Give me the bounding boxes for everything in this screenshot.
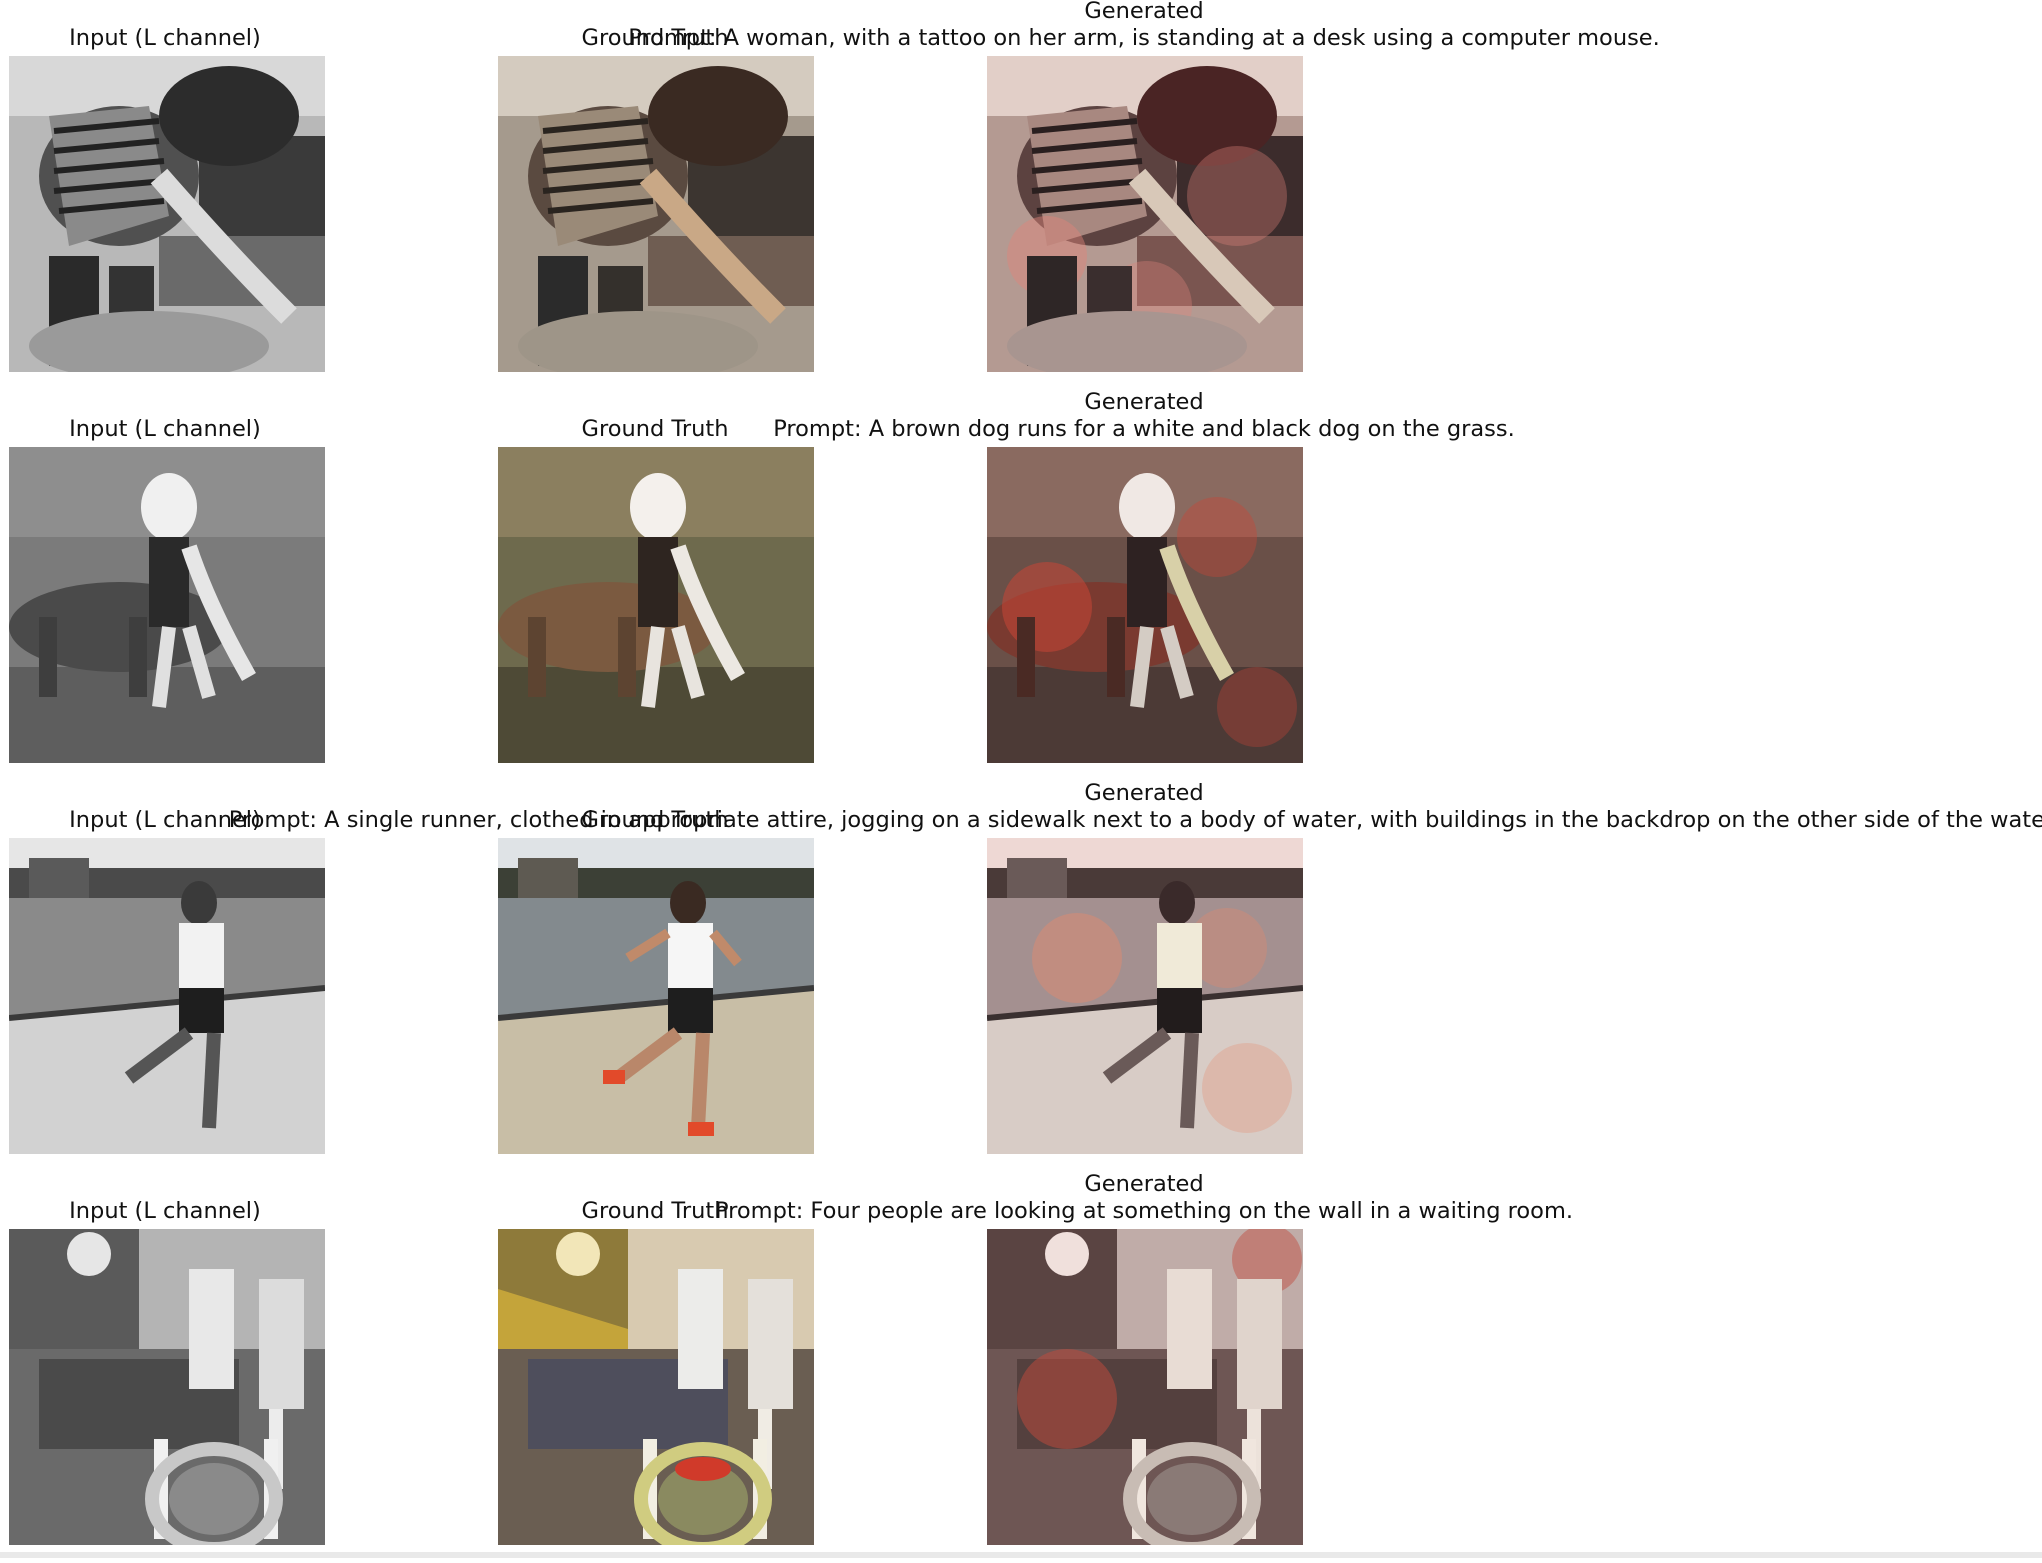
generated-title: Generated (1084, 1171, 1204, 1197)
ground-truth-image-graphic (498, 56, 814, 372)
generated-image (987, 838, 1303, 1154)
input-image (9, 447, 325, 763)
ground-truth-image (498, 447, 814, 763)
input-image-graphic (9, 1229, 325, 1545)
input-image-graphic (9, 447, 325, 763)
input-title: Input (L channel) (69, 1198, 261, 1224)
ground-truth-title: Ground Truth (581, 416, 729, 442)
ground-truth-title: Ground Truth (581, 25, 729, 51)
generated-image (987, 56, 1303, 372)
input-image-graphic (9, 56, 325, 372)
ground-truth-image (498, 1229, 814, 1545)
generated-title: Generated (1084, 780, 1204, 806)
generated-image-graphic (987, 838, 1303, 1154)
input-title: Input (L channel) (69, 416, 261, 442)
generated-image (987, 1229, 1303, 1545)
bottom-edge (0, 1552, 2042, 1558)
prompt-caption: Prompt: A woman, with a tattoo on her ar… (628, 25, 1660, 51)
prompt-caption: Prompt: A brown dog runs for a white and… (773, 416, 1515, 442)
ground-truth-image-graphic (498, 838, 814, 1154)
prompt-caption: Prompt: A single runner, clothed in appr… (228, 807, 2042, 833)
result-row-3: Input (L channel) Ground Truth Generated… (0, 780, 2042, 1172)
result-row-1: Input (L channel) Ground Truth Generated… (0, 0, 2042, 390)
ground-truth-title: Ground Truth (581, 807, 729, 833)
input-image (9, 838, 325, 1154)
ground-truth-image (498, 56, 814, 372)
generated-image-graphic (987, 1229, 1303, 1545)
input-image (9, 56, 325, 372)
input-title: Input (L channel) (69, 807, 261, 833)
generated-image-graphic (987, 56, 1303, 372)
ground-truth-image-graphic (498, 1229, 814, 1545)
result-row-2: Input (L channel) Ground Truth Generated… (0, 389, 2042, 781)
result-row-4: Input (L channel) Ground Truth Generated… (0, 1171, 2042, 1563)
generated-title: Generated (1084, 0, 1204, 24)
input-image-graphic (9, 838, 325, 1154)
generated-image-graphic (987, 447, 1303, 763)
generated-title: Generated (1084, 389, 1204, 415)
input-image (9, 1229, 325, 1545)
ground-truth-image-graphic (498, 447, 814, 763)
generated-image (987, 447, 1303, 763)
ground-truth-image (498, 838, 814, 1154)
ground-truth-title: Ground Truth (581, 1198, 729, 1224)
prompt-caption: Prompt: Four people are looking at somet… (714, 1198, 1574, 1224)
input-title: Input (L channel) (69, 25, 261, 51)
